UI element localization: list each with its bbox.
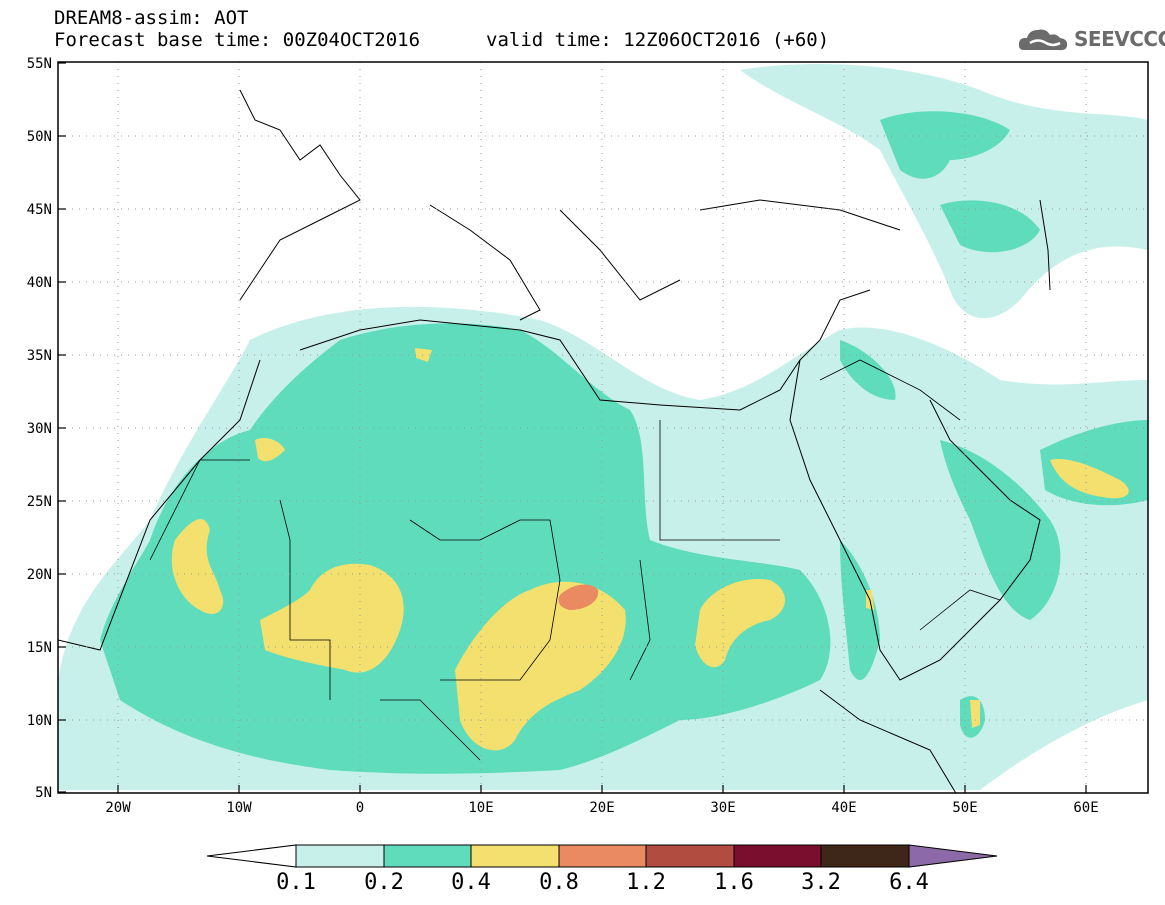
colorbar-label: 1.2 xyxy=(626,870,666,895)
colorbar-label: 0.8 xyxy=(539,870,579,895)
lat-label: 10N xyxy=(27,713,52,729)
lon-label: 20W xyxy=(105,800,131,816)
lat-labels: 55N 50N 45N 40N 35N 30N 25N 20N 15N 10N … xyxy=(27,56,52,801)
lat-label: 5N xyxy=(35,785,52,801)
lon-label: 10W xyxy=(226,800,252,816)
colorbar-label: 3.2 xyxy=(801,870,841,895)
colorbar-label: 0.1 xyxy=(276,870,316,895)
colorbar-swatch xyxy=(383,844,472,868)
lat-label: 45N xyxy=(27,202,52,218)
colorbar-low-triangle xyxy=(206,844,297,868)
lat-lon-grid xyxy=(58,62,1148,793)
coastlines xyxy=(58,89,1051,793)
lat-label: 35N xyxy=(27,348,52,364)
colorbar-swatch xyxy=(820,844,910,868)
lon-label: 50E xyxy=(952,800,977,816)
country-borders xyxy=(149,359,1001,761)
tick-marks xyxy=(58,62,1087,793)
lon-label: 0 xyxy=(356,800,364,816)
lon-label: 40E xyxy=(831,800,856,816)
colorbar-swatch xyxy=(470,844,560,868)
seevccc-logo: SEEVCCC xyxy=(1016,22,1165,58)
aot-level-0.2 xyxy=(100,111,1148,774)
colorbar-swatch xyxy=(558,844,647,868)
lat-label: 30N xyxy=(27,421,52,437)
valid-time: valid time: 12Z06OCT2016 (+60) xyxy=(486,29,830,51)
forecast-base-time: Forecast base time: 00Z04OCT2016 xyxy=(54,29,421,51)
colorbar-label: 0.4 xyxy=(451,870,491,895)
colorbar-high-triangle xyxy=(908,844,998,868)
lon-label: 30E xyxy=(710,800,735,816)
aot-level-0.4 xyxy=(171,348,1129,751)
lon-label: 20E xyxy=(589,800,614,816)
lon-label: 60E xyxy=(1073,800,1098,816)
lat-label: 40N xyxy=(27,275,52,291)
cloud-logo-icon xyxy=(1018,29,1068,51)
lon-labels: 20W 10W 0 10E 20E 30E 40E 50E 60E xyxy=(105,800,1098,816)
colorbar-label: 0.2 xyxy=(364,870,404,895)
lat-label: 15N xyxy=(27,640,52,656)
map-title: DREAM8-assim: AOT xyxy=(54,7,249,29)
colorbar-swatch xyxy=(645,844,735,868)
lat-label: 25N xyxy=(27,494,52,510)
colorbar-swatch xyxy=(733,844,822,868)
colorbar-swatch xyxy=(295,844,385,868)
lat-label: 20N xyxy=(27,567,52,583)
logo-text: SEEVCCC xyxy=(1074,27,1165,51)
colorbar-label: 6.4 xyxy=(889,870,929,895)
aot-level-0.8 xyxy=(558,584,599,610)
lat-label: 50N xyxy=(27,129,52,145)
colorbar xyxy=(206,844,998,868)
lon-label: 10E xyxy=(468,800,493,816)
colorbar-label: 1.6 xyxy=(714,870,754,895)
lat-label: 55N xyxy=(27,56,52,72)
